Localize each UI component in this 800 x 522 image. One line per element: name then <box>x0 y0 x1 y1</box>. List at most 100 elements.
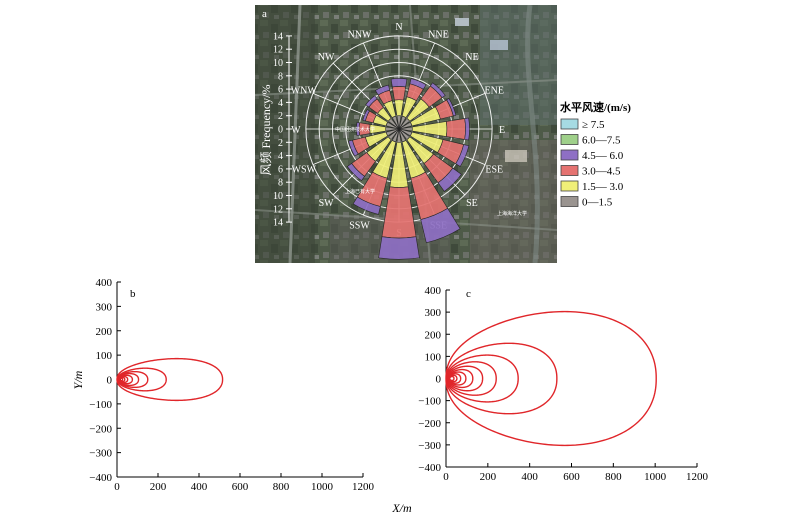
rose-petal-segment <box>445 118 466 140</box>
concentration-contour <box>119 377 124 382</box>
rose-petal-segment <box>352 196 381 215</box>
rose-petal-segment <box>390 78 408 88</box>
rose-direction-label: W <box>291 125 301 136</box>
y-tick-label: −100 <box>418 396 441 408</box>
rose-scale-label: 12 <box>273 45 283 56</box>
rose-direction-label: NW <box>318 52 335 63</box>
rose-petal-segment <box>391 86 407 101</box>
y-tick-label: −400 <box>418 462 441 474</box>
x-tick-label: 600 <box>232 481 249 493</box>
rose-petal-segment <box>420 207 461 244</box>
legend-item-label: 6.0—7.5 <box>582 135 621 147</box>
y-axis-title: Y/m <box>71 370 85 389</box>
rose-petal-segment <box>437 167 462 192</box>
rose-axis-title: 风频 Frequency/% <box>259 85 273 176</box>
x-tick-label: 1200 <box>352 481 375 493</box>
y-tick-label: 100 <box>425 351 442 363</box>
rose-petal-segment <box>348 139 359 157</box>
legend-swatch <box>560 165 579 176</box>
concentration-contour <box>117 372 140 387</box>
speed-legend: 水平风速/(m/s) ≥ 7.5 6.0—7.5 4.5— 6.0 3.0—4.5 1.… <box>560 100 631 209</box>
legend-swatch <box>560 196 579 207</box>
x-tick-label: 800 <box>605 471 622 483</box>
legend-swatch <box>560 134 579 145</box>
rose-scale-label: 12 <box>273 204 283 215</box>
y-tick-label: −300 <box>418 440 441 452</box>
concentration-contour <box>446 365 484 392</box>
rose-petal-segment <box>362 109 370 122</box>
y-tick-label: −300 <box>89 448 112 460</box>
map-labels: 中国经济技术大学 上海已有大学 上海海洋大学 <box>335 126 527 217</box>
y-tick-label: −400 <box>89 472 112 484</box>
rose-scale-label: 14 <box>273 31 283 42</box>
y-tick-label: 400 <box>96 277 113 289</box>
y-tick-label: 300 <box>425 307 442 319</box>
x-tick-label: 200 <box>150 481 167 493</box>
x-tick-label: 600 <box>563 471 580 483</box>
shared-x-axis-title: X/m <box>391 501 412 515</box>
rose-petal-segment <box>455 144 470 167</box>
legend-swatch <box>560 149 579 161</box>
rose-scale-label: 6 <box>278 85 283 96</box>
rose-scale-label: 8 <box>278 71 283 82</box>
y-tick-label: 200 <box>96 326 113 338</box>
y-tick-label: 400 <box>425 285 442 297</box>
x-tick-label: 1000 <box>311 481 334 493</box>
legend-swatch <box>560 180 579 192</box>
rose-petal-segment <box>365 95 378 108</box>
panel-b-chart: 0 200 400 600 800 1000 12004003002001000−100−2… <box>71 277 375 493</box>
x-tick-label: 1000 <box>644 471 667 483</box>
legend-item-label: 3.0—4.5 <box>582 166 621 178</box>
rose-direction-label: SSW <box>349 220 370 231</box>
x-tick-label: 400 <box>521 471 538 483</box>
x-tick-label: 400 <box>191 481 208 493</box>
concentration-contour <box>445 310 657 447</box>
rose-scale-label: 8 <box>278 178 283 189</box>
rose-direction-label: WNW <box>291 86 318 97</box>
concentration-contour <box>116 357 224 402</box>
y-tick-label: 0 <box>107 375 113 387</box>
concentration-contour <box>447 371 467 386</box>
concentration-contour <box>448 373 462 384</box>
concentration-contour <box>116 367 167 392</box>
rose-scale-label: 2 <box>278 138 283 149</box>
map-label-1: 中国经济技术大学 <box>335 126 375 133</box>
rose-direction-label: N <box>395 22 402 33</box>
legend-swatch <box>560 118 579 130</box>
wind-rose: NNNENEENEEESESESSESSSWSWWSWWWNWNWNNW1412… <box>273 22 505 260</box>
y-tick-label: 0 <box>436 374 442 386</box>
legend-item-label: 1.5— 3.0 <box>582 181 624 193</box>
rose-direction-label: NNE <box>428 30 449 41</box>
y-tick-label: 300 <box>96 301 113 313</box>
panel-label-a: a <box>262 8 267 20</box>
y-tick-label: −100 <box>89 399 112 411</box>
map-label-2: 上海已有大学 <box>345 188 375 195</box>
y-tick-label: −200 <box>89 423 112 435</box>
concentration-contour <box>449 375 455 382</box>
map-label-3: 上海海洋大学 <box>497 210 527 217</box>
rose-scale-label: 14 <box>273 218 283 229</box>
rose-direction-label: NNW <box>348 30 372 41</box>
panel-a-wind-rose: NNNENEENEEESESESSESSSWSWWSWWWNWNWNNW1412… <box>255 5 631 263</box>
rose-scale-label: 2 <box>278 111 283 122</box>
legend-item-label: 4.5— 6.0 <box>582 150 624 162</box>
rose-scale-label: 4 <box>278 151 283 162</box>
rose-direction-label: E <box>499 125 505 136</box>
rose-direction-label: ENE <box>485 86 504 97</box>
y-tick-label: 100 <box>96 350 113 362</box>
x-tick-label: 800 <box>273 481 290 493</box>
rose-scale-label: 4 <box>278 98 283 109</box>
legend-title: 水平风速/(m/s) <box>560 100 631 114</box>
rose-petal-segment <box>409 78 427 90</box>
x-tick-label: 0 <box>443 471 449 483</box>
rose-direction-label: ESE <box>485 164 503 175</box>
rose-direction-label: NE <box>465 52 478 63</box>
legend-item-label: ≥ 7.5 <box>582 119 605 131</box>
rose-petal-segment <box>356 121 360 137</box>
rose-scale-label: 10 <box>273 191 283 202</box>
rose-scale-label: 10 <box>273 58 283 69</box>
rose-scale-label: 6 <box>278 164 283 175</box>
rose-scale-label: 0 <box>278 125 283 136</box>
legend-item-label: 0—1.5 <box>582 197 613 209</box>
